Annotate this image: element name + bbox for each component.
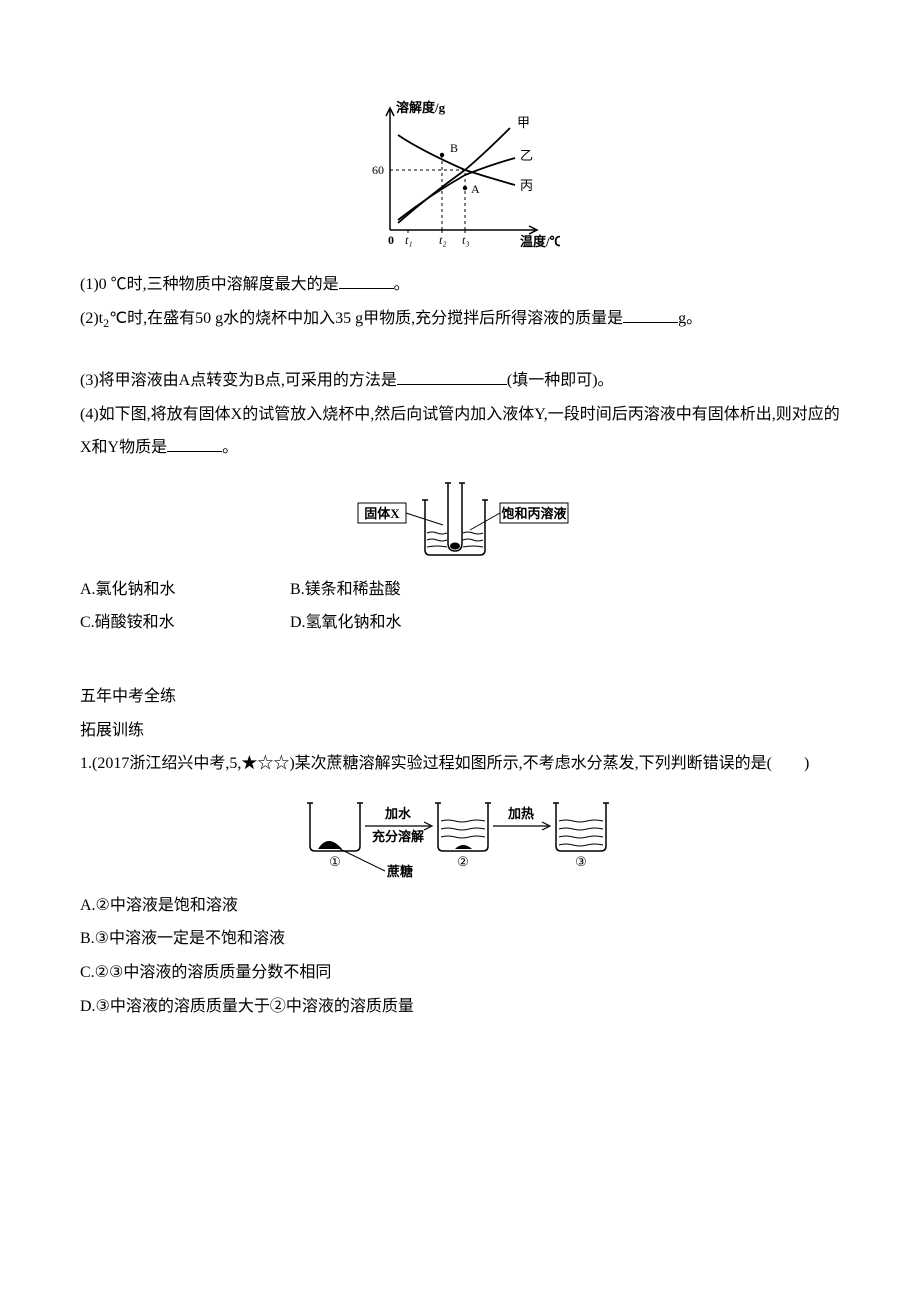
question-4: (4)如下图,将放有固体X的试管放入烧杯中,然后向试管内加入液体Y,一段时间后丙…: [80, 398, 840, 465]
page-root: 60 B A 甲 乙 丙 溶解度/g 温度/℃ 0: [0, 0, 920, 1103]
q1-part1-a: (1)0 ℃时,三种物质中溶解度最大的是: [80, 276, 339, 293]
fig2-left-label: 固体X: [364, 506, 400, 521]
question-3: (3)将甲溶液由A点转变为B点,可采用的方法是 (填一种即可)。: [80, 364, 840, 398]
choice-c: C.硝酸铵和水: [80, 606, 290, 640]
series-bing: 丙: [520, 178, 533, 193]
choice-b: B.镁条和稀盐酸: [290, 573, 500, 607]
choice-group-1: A.氯化钠和水 B.镁条和稀盐酸 C.硝酸铵和水 D.氢氧化钠和水: [80, 573, 840, 640]
q1-part3-b: (填一种即可)。: [507, 372, 614, 389]
q1-part3-a: (3)将甲溶液由A点转变为B点,可采用的方法是: [80, 372, 397, 389]
blank-3: [397, 368, 507, 385]
x-tick-0: 0: [388, 233, 394, 247]
blank-4: [167, 435, 222, 452]
y-axis-label: 溶解度/g: [396, 100, 446, 115]
choice-a: A.氯化钠和水: [80, 573, 290, 607]
fig3-label-1: ①: [329, 854, 341, 869]
chart-point-a: A: [471, 182, 480, 196]
fig3-arrow2-top: 加热: [507, 806, 534, 821]
choice-d: D.氢氧化钠和水: [290, 606, 500, 640]
section2-opt-b: B.③中溶液一定是不饱和溶液: [80, 922, 840, 956]
series-jia: 甲: [517, 115, 530, 130]
chart-point-b: B: [450, 141, 458, 155]
question-2: (2)t2℃时,在盛有50 g水的烧杯中加入35 g甲物质,充分搅拌后所得溶液的…: [80, 302, 840, 336]
section2-opt-c: C.②③中溶液的溶质质量分数不相同: [80, 956, 840, 990]
blank-2: [623, 306, 678, 323]
y-tick-60: 60: [372, 163, 384, 177]
section2-opt-a: A.②中溶液是饱和溶液: [80, 889, 840, 923]
question-1: (1)0 ℃时,三种物质中溶解度最大的是 。: [80, 268, 840, 302]
q1-part4-b: 。: [222, 439, 238, 456]
beaker-testtube-figure: 固体X 饱和丙溶液: [80, 475, 840, 565]
blank-1: [339, 272, 394, 289]
fig3-arrow1-bottom: 充分溶解: [372, 829, 424, 844]
spacer: [80, 336, 840, 364]
x-tick-t1: t₁: [405, 233, 413, 247]
section-title-2: 拓展训练: [80, 714, 840, 748]
x-axis-label: 温度/℃: [520, 234, 560, 249]
section2-q1-stem: 1.(2017浙江绍兴中考,5,★☆☆)某次蔗糖溶解实验过程如图所示,不考虑水分…: [80, 747, 840, 781]
x-tick-t3: t₃: [462, 233, 470, 247]
fig3-sugar-label: 蔗糖: [386, 864, 413, 879]
q1-part1-b: 。: [394, 276, 410, 293]
x-tick-t2: t₂: [439, 233, 447, 247]
sugar-dissolve-figure: ① 蔗糖 加水 充分溶解 ② 加热: [80, 791, 840, 881]
section-title-1: 五年中考全练: [80, 680, 840, 714]
q1-part2-c: g。: [678, 310, 702, 327]
fig3-label-2: ②: [457, 854, 469, 869]
fig3-arrow1-top: 加水: [384, 806, 412, 821]
fig2-right-label: 饱和丙溶液: [500, 506, 566, 521]
series-yi: 乙: [520, 148, 533, 163]
solubility-chart: 60 B A 甲 乙 丙 溶解度/g 温度/℃ 0: [80, 100, 840, 260]
fig3-label-3: ③: [575, 854, 587, 869]
q1-part2-a: (2)t: [80, 310, 103, 327]
q1-part2-b: ℃时,在盛有50 g水的烧杯中加入35 g甲物质,充分搅拌后所得溶液的质量是: [109, 310, 623, 327]
section2-opt-d: D.③中溶液的溶质质量大于②中溶液的溶质质量: [80, 990, 840, 1024]
